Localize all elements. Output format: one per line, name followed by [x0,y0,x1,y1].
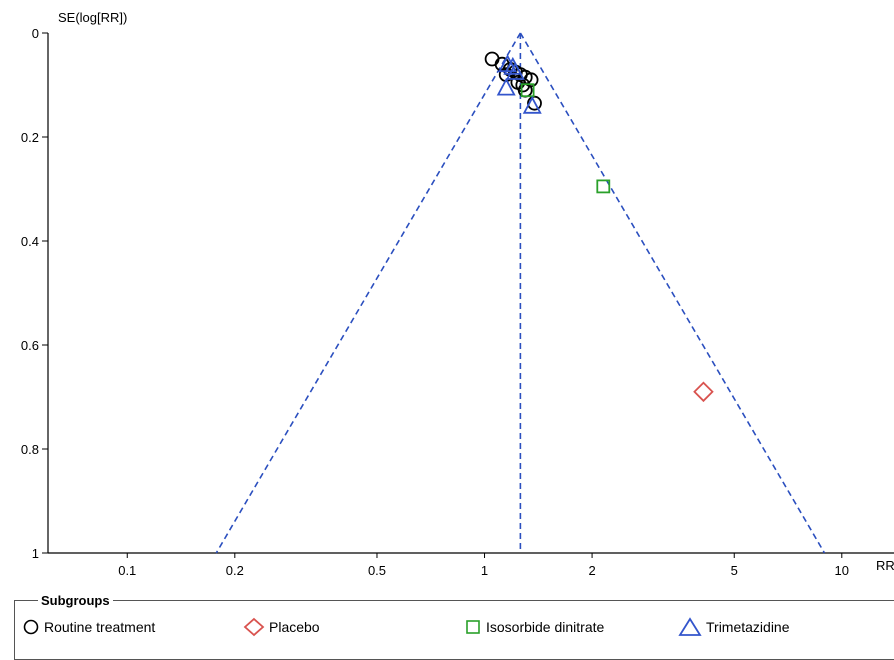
y-tick-label: 0.8 [21,442,39,457]
funnel-left-line [215,32,522,554]
legend-label: Trimetazidine [706,619,790,635]
x-tick-label: 10 [835,563,849,578]
legend-title: Subgroups [38,593,113,608]
data-point-square [596,179,611,194]
legend-label: Routine treatment [44,619,156,635]
data-point-circle [484,51,500,67]
y-tick-label: 1 [32,546,39,561]
triangle-icon [678,617,702,636]
legend-label: Placebo [269,619,320,635]
x-tick-label: 0.5 [368,563,386,578]
data-point-triangle [522,95,542,114]
x-tick-label: 5 [731,563,738,578]
legend-item-routine: Routine treatment [22,617,155,637]
square-icon [466,620,480,634]
y-tick-label: 0 [32,26,39,41]
x-tick-label: 1 [481,563,488,578]
data-point-triangle [505,62,525,80]
x-tick-label: 0.1 [118,563,136,578]
y-tick-label: 0.2 [21,130,39,145]
y-tick-label: 0.6 [21,338,39,353]
y-axis-title: SE(log[RR]) [58,10,127,25]
funnel-right-line [519,32,826,554]
circle-icon [23,619,39,635]
diamond-icon [243,617,265,637]
data-point-square [520,83,535,98]
funnel-plot: 0 0.2 0.4 0.6 0.8 1 0.1 0.2 0.5 1 2 5 10 SE(log[RR])… [21,10,894,578]
legend-item-isosorbide: Isosorbide dinitrate [464,617,604,637]
x-axis-title: RR [876,558,894,573]
x-tick-label: 0.2 [226,563,244,578]
data-point-diamond [693,381,714,403]
data-point-triangle [498,54,518,73]
x-tick-label: 2 [588,563,595,578]
legend-item-placebo: Placebo [243,617,320,637]
legend-label: Isosorbide dinitrate [486,619,605,635]
y-tick-label: 0.4 [21,234,39,249]
legend-item-trimetazidine: Trimetazidine [678,617,790,637]
data-point-triangle [496,77,516,96]
